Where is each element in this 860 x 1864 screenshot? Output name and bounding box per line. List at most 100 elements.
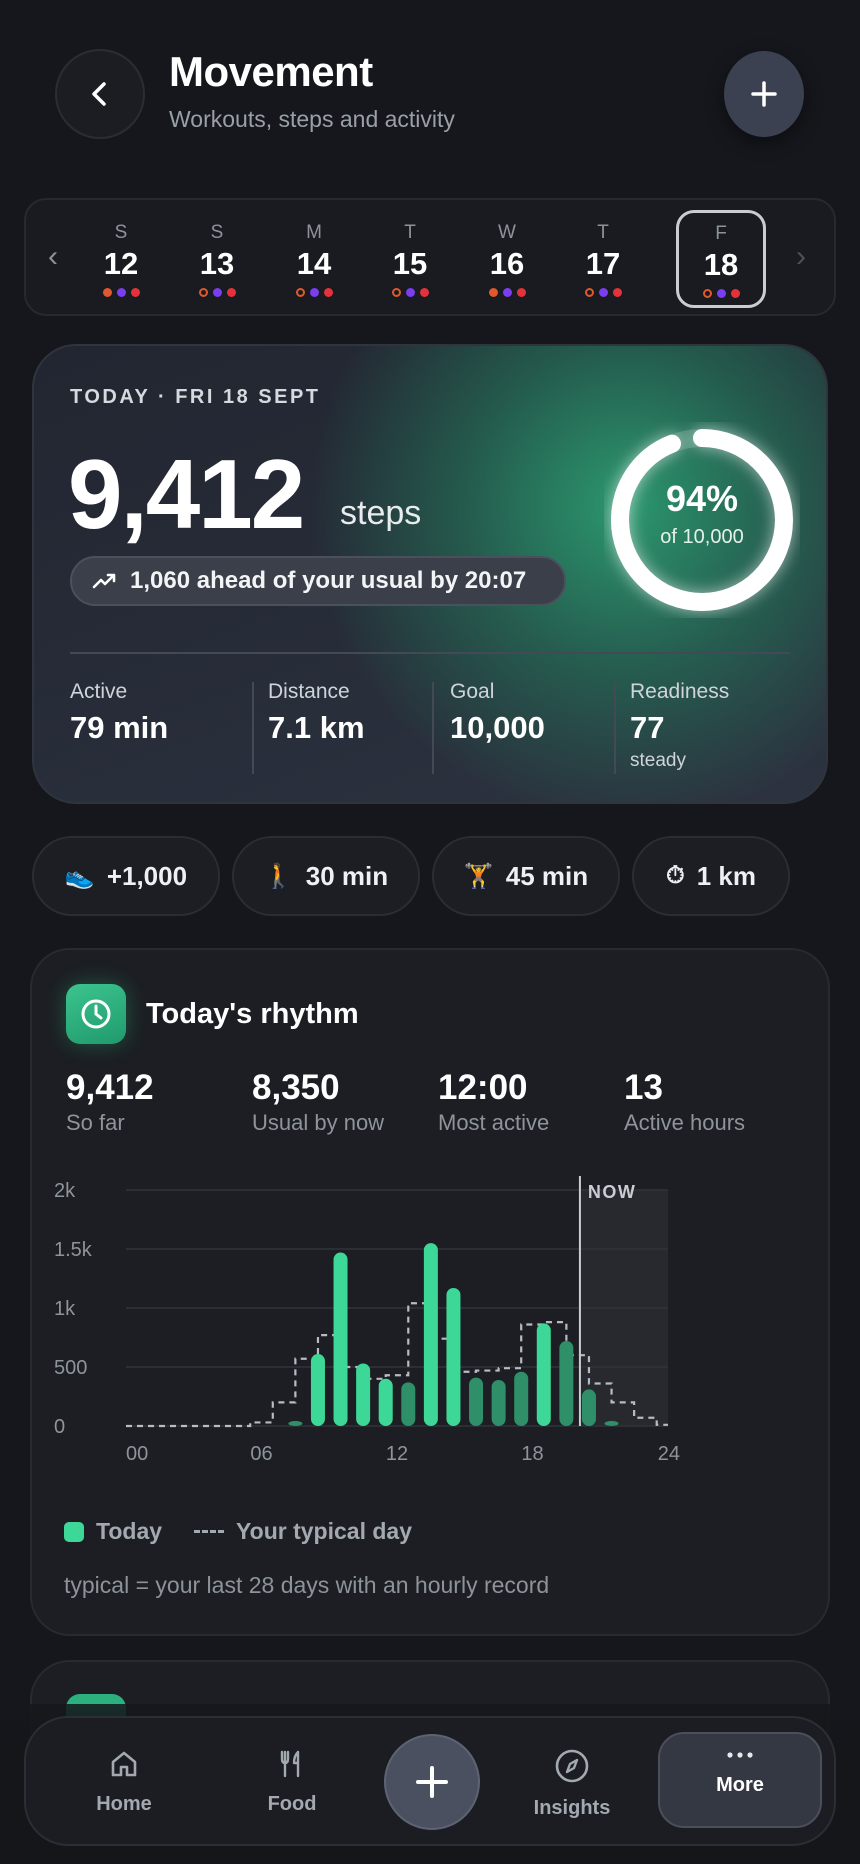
next-week-chevron-icon[interactable]: › xyxy=(796,240,806,273)
typical-day-line xyxy=(126,1302,668,1428)
add-button[interactable] xyxy=(724,51,804,137)
today-bar xyxy=(401,1382,416,1426)
day-number: 18 xyxy=(703,247,739,282)
stat-distance: Distance 7.1 km xyxy=(268,680,365,746)
chevron-left-icon xyxy=(92,82,106,106)
kpi-most-active: 12:00 Most active xyxy=(438,1068,549,1136)
kpi-label: Active hours xyxy=(624,1110,746,1135)
day-number: 13 xyxy=(199,246,235,281)
day-number: 12 xyxy=(103,246,139,281)
chip-walk[interactable]: 🚶 30 min xyxy=(232,836,420,916)
today-date: TODAY · FRI 18 SEPT xyxy=(70,386,321,408)
kpi-value: 13 xyxy=(624,1068,663,1107)
day-dow: W xyxy=(498,222,516,243)
day-dow: S xyxy=(114,222,128,243)
compass-icon xyxy=(555,1749,589,1783)
today-bar xyxy=(423,1243,438,1426)
chip-label: 45 min xyxy=(505,860,589,891)
activity-dots xyxy=(76,288,166,297)
day-18-selected[interactable]: F 18 xyxy=(676,210,766,308)
activity-dots xyxy=(462,288,552,297)
goal-of: of 10,000 xyxy=(660,526,744,548)
stopwatch-icon: ⏱ xyxy=(666,862,685,889)
nav-add-button[interactable] xyxy=(384,1734,480,1830)
bottom-nav: Home Food Insights More xyxy=(24,1716,836,1846)
kpi-active-hours: 13 Active hours xyxy=(624,1068,745,1136)
divider xyxy=(252,682,254,774)
today-bar xyxy=(378,1378,393,1426)
legend-today: Today xyxy=(96,1518,163,1544)
y-tick-label: 0 xyxy=(54,1416,65,1438)
legend-swatch-today xyxy=(64,1521,84,1542)
today-bar xyxy=(491,1379,506,1426)
kpi-usual: 8,350 Usual by now xyxy=(252,1068,384,1136)
stat-sub: steady xyxy=(630,750,686,771)
today-bar xyxy=(581,1389,596,1426)
divider xyxy=(614,682,616,774)
prev-week-chevron-icon[interactable]: ‹ xyxy=(48,240,58,273)
plus-icon xyxy=(751,81,777,107)
clock-icon xyxy=(66,984,126,1044)
stat-label: Goal xyxy=(450,680,495,703)
y-tick-label: 500 xyxy=(54,1357,87,1379)
kpi-value: 9,412 xyxy=(66,1068,154,1107)
goal-ring-chart xyxy=(611,429,793,611)
header: Movement Workouts, steps and activity xyxy=(0,0,860,190)
chart-legend: Today Your typical day xyxy=(64,1518,412,1545)
chip-strength[interactable]: 🏋 45 min xyxy=(432,836,620,916)
x-tick-label: 24 xyxy=(658,1443,680,1462)
chip-distance[interactable]: ⏱ 1 km xyxy=(632,836,790,916)
chip-label: 1 km xyxy=(696,860,756,891)
chip-label: 30 min xyxy=(305,860,389,891)
stat-active: Active 79 min xyxy=(70,680,168,746)
day-dow: S xyxy=(210,222,224,243)
x-tick-label: 00 xyxy=(126,1443,148,1462)
activity-dots xyxy=(172,288,262,297)
nav-label: Insights xyxy=(533,1797,611,1819)
plus-icon xyxy=(416,1766,448,1798)
day-13[interactable]: S 13 xyxy=(172,212,262,306)
fork-knife-icon xyxy=(280,1750,300,1778)
kpi-label: Usual by now xyxy=(252,1110,385,1135)
activity-dots xyxy=(558,288,648,297)
activity-dots xyxy=(365,288,455,297)
activity-dots xyxy=(269,288,359,297)
day-14[interactable]: M 14 xyxy=(269,212,359,306)
ahead-text: 1,060 ahead of your usual by 20:07 xyxy=(130,567,527,594)
today-bar xyxy=(469,1377,484,1426)
stat-value: 7.1 km xyxy=(268,710,365,745)
stat-label: Distance xyxy=(268,680,350,703)
back-button[interactable] xyxy=(55,49,145,139)
day-15[interactable]: T 15 xyxy=(365,212,455,306)
day-dow: M xyxy=(306,222,322,243)
y-tick-label: 1.5k xyxy=(54,1239,93,1261)
day-17[interactable]: T 17 xyxy=(558,212,648,306)
trending-up-icon xyxy=(92,573,116,589)
today-bar xyxy=(356,1363,371,1426)
more-dots-icon xyxy=(727,1752,753,1758)
legend-typical: Your typical day xyxy=(236,1518,412,1544)
divider xyxy=(432,682,434,774)
x-tick-label: 12 xyxy=(386,1443,408,1462)
x-tick-label: 06 xyxy=(250,1443,272,1462)
goal-percent: 94% xyxy=(665,478,739,519)
day-number: 15 xyxy=(392,246,428,281)
nav-home[interactable]: Home xyxy=(64,1748,184,1816)
activity-dots xyxy=(679,289,763,298)
day-dow: F xyxy=(715,223,727,244)
kpi-label: Most active xyxy=(438,1110,550,1135)
nav-more[interactable]: More xyxy=(658,1732,822,1828)
today-steps-card[interactable]: TODAY · FRI 18 SEPT 9,412 steps 1,060 ah… xyxy=(32,344,828,804)
day-12[interactable]: S 12 xyxy=(76,212,166,306)
walk-icon: 🚶 xyxy=(263,862,294,890)
chip-steps[interactable]: 👟 +1,000 xyxy=(32,836,220,916)
stat-readiness: Readiness 77 steady xyxy=(630,680,729,772)
nav-food[interactable]: Food xyxy=(232,1748,352,1816)
legend-swatch-typical xyxy=(194,1530,225,1533)
kpi-value: 8,350 xyxy=(252,1068,340,1107)
day-16[interactable]: W 16 xyxy=(462,212,552,306)
ahead-badge: 1,060 ahead of your usual by 20:07 xyxy=(70,556,566,606)
nav-insights[interactable]: Insights xyxy=(512,1748,632,1820)
stat-value: 79 min xyxy=(70,710,169,745)
stat-label: Active xyxy=(70,680,128,703)
